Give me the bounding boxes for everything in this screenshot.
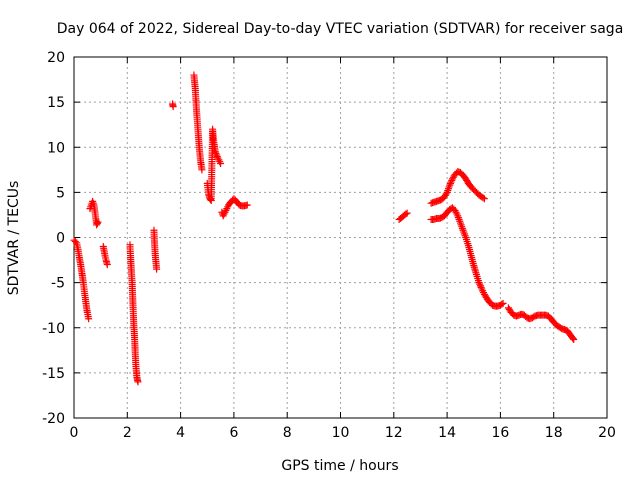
y-tick-label: 0	[56, 231, 65, 247]
x-tick-label: 12	[385, 425, 403, 441]
y-tick-label: 5	[56, 185, 65, 201]
data-point	[477, 283, 485, 291]
data-point	[93, 220, 101, 228]
data-point	[479, 194, 487, 202]
data-point	[448, 176, 456, 184]
y-tick-label: -5	[51, 276, 65, 292]
data-point	[475, 279, 483, 287]
data-point	[212, 149, 220, 157]
x-tick-label: 6	[229, 425, 238, 441]
data-point	[402, 210, 410, 218]
x-tick-label: 2	[123, 425, 132, 441]
data-point	[403, 209, 411, 217]
data-point	[442, 190, 450, 198]
data-point	[134, 378, 142, 386]
y-tick-label: -20	[42, 411, 65, 427]
data-point	[499, 299, 507, 307]
y-tick-label: 15	[47, 95, 65, 111]
x-tick-label: 18	[545, 425, 563, 441]
x-axis: 0 2 4 6 8 10 12 14 16 18 20	[70, 57, 616, 441]
data-point	[476, 282, 484, 290]
data-point	[446, 180, 454, 188]
y-axis: -20 -15 -10 -5 0 5 10 15 20	[42, 50, 607, 427]
x-tick-label: 4	[176, 425, 185, 441]
data-point	[447, 178, 455, 186]
data-point	[85, 315, 93, 323]
data-point	[217, 159, 225, 167]
data-point	[211, 148, 219, 156]
chart-title: Day 064 of 2022, Sidereal Day-to-day VTE…	[57, 21, 624, 37]
data-point	[476, 280, 484, 288]
data-point	[570, 335, 578, 343]
y-tick-label: 10	[47, 140, 65, 156]
data-point	[153, 265, 161, 273]
data-point	[94, 218, 102, 226]
data-point	[243, 201, 251, 209]
y-tick-label: -15	[42, 366, 65, 382]
data-point	[213, 151, 221, 159]
x-tick-label: 10	[332, 425, 350, 441]
x-tick-label: 0	[70, 425, 79, 441]
data-point	[207, 196, 215, 204]
grid-lines	[74, 57, 607, 418]
data-point	[213, 153, 221, 161]
x-tick-label: 16	[491, 425, 509, 441]
x-axis-label: GPS time / hours	[281, 458, 398, 474]
data-point	[480, 195, 488, 203]
x-tick-label: 20	[598, 425, 616, 441]
data-series-sdtvar	[70, 71, 578, 386]
y-axis-label: SDTVAR / TECUs	[6, 181, 22, 296]
y-tick-label: 20	[47, 50, 65, 66]
x-tick-label: 8	[283, 425, 292, 441]
data-point	[169, 103, 177, 111]
x-tick-label: 14	[438, 425, 456, 441]
data-point	[569, 335, 577, 343]
y-tick-label: -10	[42, 321, 65, 337]
data-point	[446, 181, 454, 189]
data-point	[198, 166, 206, 174]
data-point	[103, 261, 111, 269]
data-point	[498, 300, 506, 308]
